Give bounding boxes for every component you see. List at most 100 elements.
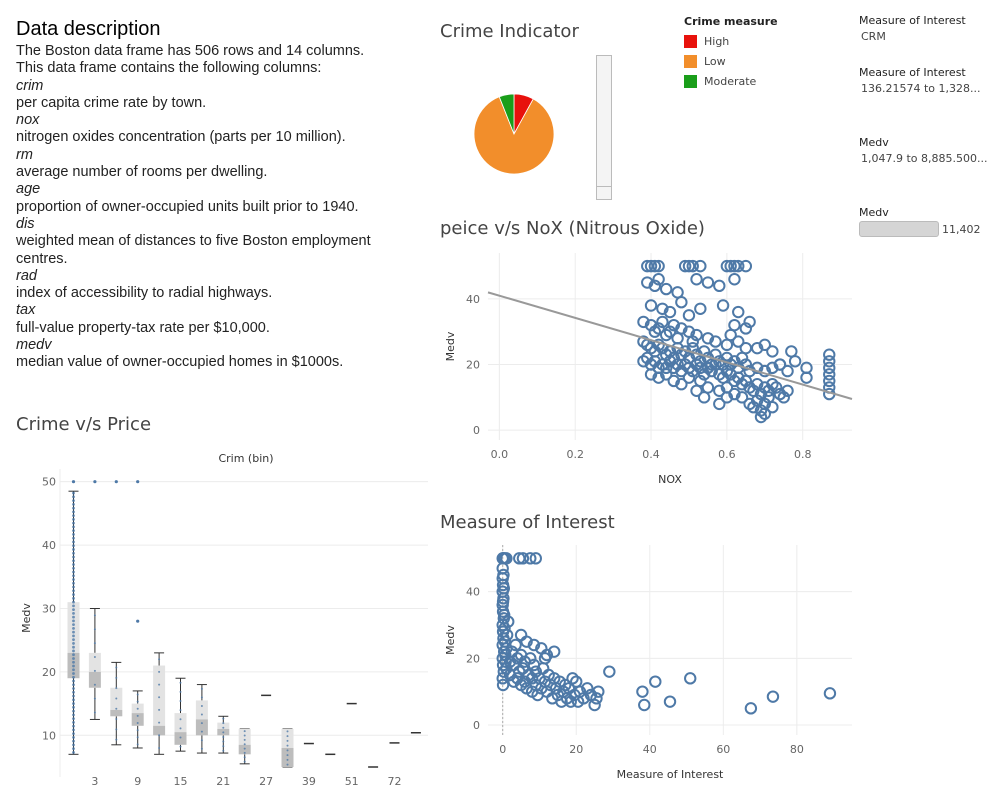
scatter-point[interactable] — [766, 400, 779, 414]
box-bin[interactable] — [174, 677, 187, 752]
scatter-point[interactable] — [766, 345, 779, 358]
scatter-point[interactable] — [682, 309, 696, 322]
scatter-point[interactable] — [502, 615, 515, 628]
scatter-point[interactable] — [701, 332, 715, 345]
scatter-point[interactable] — [516, 552, 530, 565]
scatter-point[interactable] — [769, 381, 783, 394]
scatter-point[interactable] — [735, 391, 749, 404]
scatter-point[interactable] — [522, 668, 535, 682]
scatter-point[interactable] — [514, 628, 528, 642]
scatter-point[interactable] — [497, 582, 511, 595]
scatter-point[interactable] — [823, 355, 836, 368]
scatter-point[interactable] — [581, 682, 594, 695]
scatter-point[interactable] — [592, 685, 605, 698]
box-bin[interactable] — [217, 715, 230, 754]
scatter-point[interactable] — [590, 692, 603, 705]
scatter-point[interactable] — [781, 384, 794, 397]
scatter-point[interactable] — [511, 672, 524, 685]
scatter-point[interactable] — [566, 672, 579, 685]
scatter-point[interactable] — [682, 371, 696, 384]
scatter-point[interactable] — [758, 338, 771, 352]
scatter-point[interactable] — [762, 384, 775, 397]
scatter-point[interactable] — [500, 628, 514, 642]
scatter-point[interactable] — [529, 665, 542, 678]
box-bin[interactable] — [67, 490, 80, 755]
scatter-point[interactable] — [496, 595, 510, 608]
scatter-point[interactable] — [511, 652, 524, 665]
filter-card[interactable]: Medv 11,402 — [859, 206, 994, 237]
medv-slider[interactable] — [859, 221, 939, 237]
scatter-point[interactable] — [694, 259, 707, 273]
scatter-point[interactable] — [732, 259, 745, 273]
scatter-point[interactable] — [656, 315, 669, 329]
scatter-point[interactable] — [690, 273, 703, 286]
scatter-point[interactable] — [747, 400, 760, 414]
scatter-point[interactable] — [675, 296, 688, 309]
scatter-point[interactable] — [644, 318, 658, 332]
legend-item[interactable]: Low — [684, 51, 778, 71]
scatter-point[interactable] — [525, 672, 539, 685]
scatter-point[interactable] — [788, 355, 802, 368]
scatter-point[interactable] — [527, 638, 541, 652]
outlier-point[interactable] — [136, 619, 140, 623]
outlier-point[interactable] — [71, 480, 76, 484]
scatter-point[interactable] — [744, 702, 758, 715]
scatter-point[interactable] — [524, 552, 537, 565]
box-bin[interactable] — [110, 661, 123, 746]
scatter-point[interactable] — [660, 368, 673, 381]
scatter-point[interactable] — [781, 364, 794, 378]
scatter-point[interactable] — [686, 259, 699, 273]
scatter-point[interactable] — [497, 568, 510, 582]
scatter-point[interactable] — [735, 351, 749, 365]
outlier-point[interactable] — [114, 480, 118, 484]
box-bin[interactable] — [131, 690, 144, 749]
scatter-point[interactable] — [690, 384, 703, 397]
filter-card[interactable]: Measure of Interest 136.21574 to 1,328..… — [859, 66, 994, 136]
scatter-point[interactable] — [667, 374, 680, 388]
scatter-point[interactable] — [773, 358, 787, 371]
scatter-point[interactable] — [751, 361, 764, 375]
scatter-point[interactable] — [754, 410, 768, 424]
scatter-point[interactable] — [743, 315, 756, 329]
scatter-point[interactable] — [509, 638, 522, 652]
box-bin[interactable] — [195, 684, 208, 754]
scatter-point[interactable] — [520, 635, 533, 648]
scatter-point[interactable] — [686, 364, 699, 378]
scatter-point[interactable] — [823, 348, 836, 361]
scatter-point[interactable] — [800, 361, 813, 375]
outlier-point[interactable] — [93, 480, 97, 484]
scatter-point[interactable] — [732, 305, 745, 319]
scatter-point[interactable] — [728, 355, 741, 368]
scatter-point[interactable] — [678, 259, 692, 273]
scatter-point[interactable] — [671, 286, 684, 299]
scatter-point[interactable] — [684, 672, 697, 685]
nox-scatter-chart[interactable]: 0 20 40 0.0 0.2 0.4 0.6 0.8 NOX Medv — [440, 245, 860, 495]
scatter-point[interactable] — [559, 678, 572, 692]
scatter-point[interactable] — [663, 355, 677, 368]
scatter-point[interactable] — [500, 662, 513, 675]
scatter-point[interactable] — [823, 374, 836, 388]
scatter-point[interactable] — [701, 276, 715, 289]
scatter-point[interactable] — [720, 391, 734, 404]
scatter-point[interactable] — [785, 345, 798, 358]
scatter-point[interactable] — [728, 318, 741, 332]
scatter-point[interactable] — [690, 328, 703, 342]
scatter-point[interactable] — [636, 685, 649, 698]
pie-scrollbar[interactable] — [596, 55, 612, 200]
box-bin[interactable] — [238, 728, 251, 765]
scatter-point[interactable] — [766, 361, 779, 375]
scatter-point[interactable] — [697, 368, 711, 381]
scatter-point[interactable] — [644, 368, 658, 381]
scatter-point[interactable] — [529, 552, 542, 565]
scatter-point[interactable] — [573, 685, 587, 698]
scatter-point[interactable] — [686, 335, 699, 348]
scatter-point[interactable] — [641, 351, 654, 365]
crime-indicator-pie[interactable] — [470, 90, 560, 180]
filter-card[interactable]: Medv 1,047.9 to 8,885.500... — [859, 136, 994, 206]
scatter-point[interactable] — [496, 678, 510, 692]
filter-card[interactable]: Measure of Interest CRM — [859, 14, 994, 66]
scatter-point[interactable] — [498, 635, 512, 648]
scatter-point[interactable] — [823, 361, 836, 375]
box-bin[interactable] — [153, 652, 166, 755]
scatter-point[interactable] — [697, 391, 711, 404]
